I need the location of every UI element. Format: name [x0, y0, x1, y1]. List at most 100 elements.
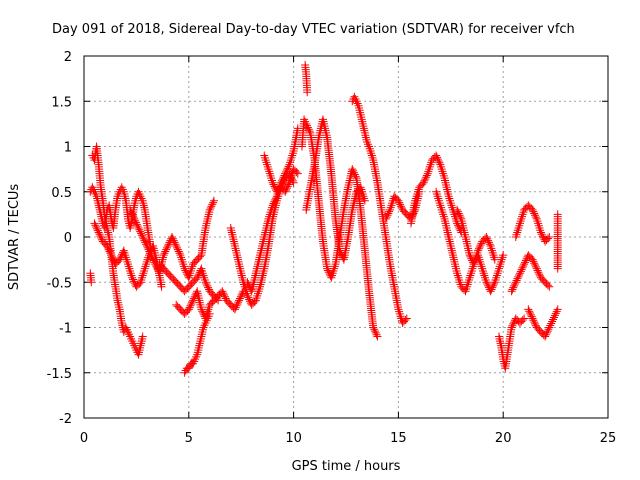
- data-point: [122, 255, 131, 264]
- data-point: [322, 131, 331, 140]
- data-point: [137, 231, 146, 240]
- data-point: [235, 294, 244, 303]
- data-point: [138, 233, 147, 241]
- data-point: [114, 298, 123, 307]
- data-point: [169, 236, 178, 245]
- data-point: [469, 260, 478, 269]
- data-point: [549, 315, 558, 324]
- data-point: [103, 242, 112, 251]
- data-point: [510, 281, 519, 290]
- data-point: [516, 217, 525, 226]
- data-point: [140, 236, 149, 245]
- data-point: [465, 248, 474, 257]
- data-point: [367, 149, 376, 158]
- data-point: [268, 178, 277, 187]
- data-point: [127, 209, 136, 218]
- data-point: [259, 235, 268, 244]
- data-point: [475, 242, 484, 251]
- data-point: [547, 319, 556, 328]
- data-point: [129, 275, 138, 284]
- data-point: [265, 167, 274, 176]
- data-point: [304, 125, 313, 134]
- data-point: [484, 238, 493, 247]
- data-point: [422, 171, 431, 180]
- data-point: [508, 321, 517, 330]
- data-point: [261, 156, 270, 165]
- data-point: [512, 230, 521, 239]
- data-point: [95, 230, 104, 239]
- data-point: [128, 273, 137, 282]
- data-point: [235, 296, 244, 305]
- data-point: [303, 88, 312, 97]
- data-point: [126, 269, 135, 278]
- data-point: [259, 237, 268, 246]
- data-point: [196, 334, 205, 343]
- data-point: [197, 330, 206, 339]
- data-point: [138, 271, 147, 280]
- data-point: [199, 309, 208, 318]
- data-point: [173, 243, 182, 252]
- data-point: [349, 168, 358, 177]
- data-point: [520, 260, 529, 269]
- data-point: [471, 256, 480, 265]
- data-point: [252, 264, 261, 273]
- data-point: [138, 332, 147, 341]
- data-point: [115, 303, 124, 312]
- data-point: [236, 264, 245, 273]
- data-point: [515, 221, 524, 230]
- data-point: [232, 301, 241, 310]
- data-point: [204, 210, 213, 219]
- data-point: [356, 110, 365, 119]
- data-point: [465, 251, 474, 260]
- data-point: [488, 283, 497, 292]
- data-point: [358, 117, 367, 126]
- data-point: [493, 269, 502, 278]
- data-point: [182, 268, 191, 277]
- data-point: [254, 287, 263, 296]
- data-point: [250, 275, 259, 284]
- data-point: [271, 194, 280, 203]
- data-point: [263, 219, 272, 228]
- data-point: [508, 285, 517, 294]
- data-point: [524, 305, 533, 314]
- data-point: [442, 223, 451, 232]
- data-point: [437, 205, 446, 214]
- data-point: [488, 246, 497, 255]
- data-point: [370, 325, 379, 334]
- data-point: [163, 243, 172, 252]
- data-point: [263, 162, 272, 171]
- data-point: [330, 264, 339, 273]
- data-point: [485, 240, 494, 249]
- data-point: [361, 131, 370, 140]
- data-point: [344, 180, 353, 189]
- data-point: [360, 196, 369, 205]
- data-point: [536, 228, 545, 237]
- data-point: [140, 264, 149, 273]
- data-point: [209, 196, 218, 205]
- data-point: [202, 221, 211, 230]
- data-point: [531, 262, 540, 271]
- data-point: [257, 246, 266, 255]
- data-point: [252, 266, 261, 275]
- data-point: [125, 264, 134, 273]
- data-point: [231, 303, 240, 312]
- data-point: [419, 178, 428, 187]
- data-point: [282, 167, 291, 176]
- data-point: [269, 199, 278, 208]
- data-point: [494, 266, 503, 275]
- data-point: [359, 122, 368, 131]
- data-point: [170, 238, 179, 247]
- data-point: [454, 273, 463, 282]
- data-point: [454, 209, 463, 218]
- data-point: [172, 242, 181, 251]
- data-point: [468, 264, 477, 273]
- data-point: [142, 240, 151, 249]
- data-point: [498, 253, 507, 262]
- data-point: [92, 224, 101, 233]
- data-point: [372, 330, 381, 339]
- data-point: [207, 202, 216, 211]
- data-point: [204, 212, 213, 221]
- data-point: [530, 259, 539, 268]
- data-point: [521, 256, 530, 265]
- data-point: [108, 254, 117, 263]
